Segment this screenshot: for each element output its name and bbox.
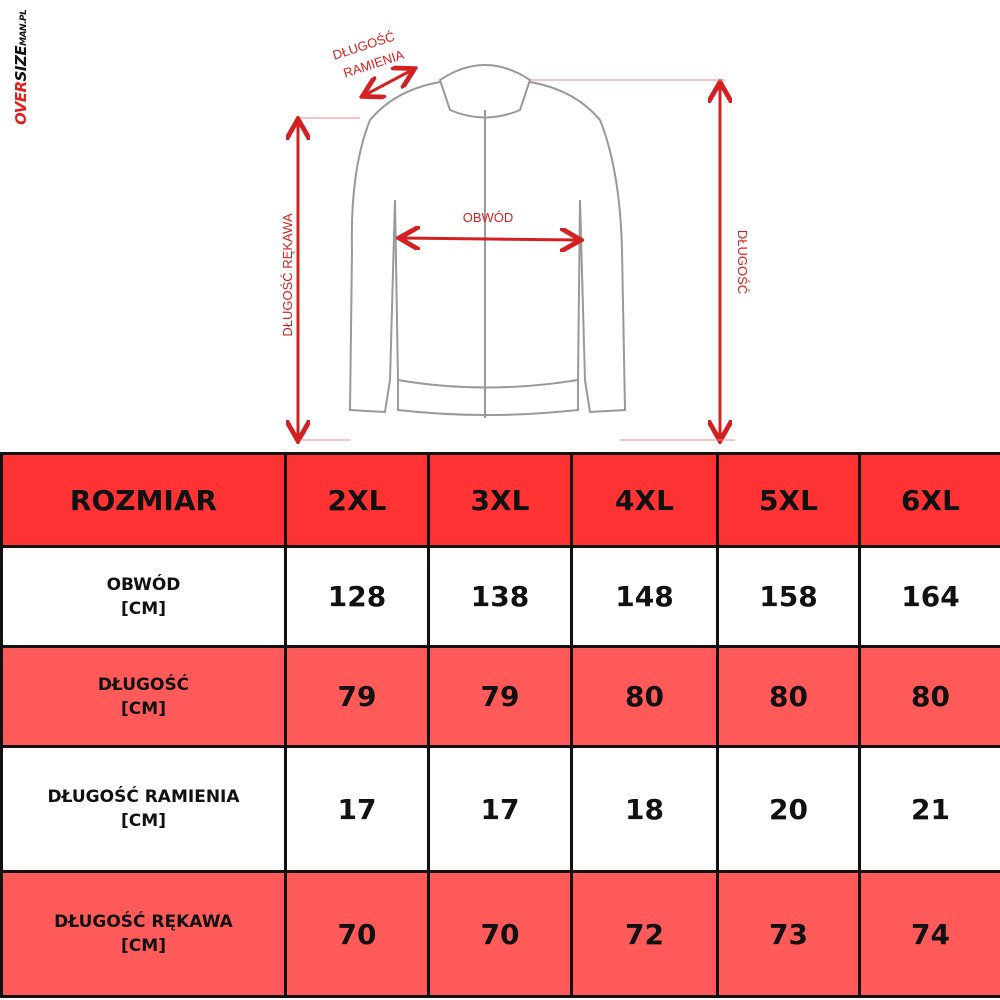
table-row: DŁUGOŚĆ [CM] 79 79 80 80 80 <box>0 645 1000 748</box>
value-cell: 70 <box>427 870 573 998</box>
value-cell: 18 <box>570 745 719 873</box>
value-cell: 17 <box>427 745 573 873</box>
sleeve-label: DŁUGOŚĆ RĘKAWA <box>280 213 295 337</box>
value-cell: 74 <box>858 870 1000 998</box>
measure-unit: [CM] <box>121 598 166 619</box>
value-cell: 138 <box>427 545 573 648</box>
length-label: DŁUGOŚĆ <box>735 230 750 294</box>
chest-label: OBWÓD <box>463 210 514 225</box>
value-cell: 80 <box>716 645 861 748</box>
measure-name-cell: DŁUGOŚĆ [CM] <box>0 645 287 748</box>
value-cell: 80 <box>570 645 719 748</box>
table-row: DŁUGOŚĆ RĘKAWA [CM] 70 70 72 73 74 <box>0 870 1000 998</box>
header-cell: 5XL <box>716 452 861 548</box>
measure-name-cell: DŁUGOŚĆ RAMIENIA [CM] <box>0 745 287 873</box>
jacket-diagram: DŁUGOŚĆ RAMIENIA OBWÓD DŁUGOŚĆ DŁUGOŚĆ R… <box>280 29 750 450</box>
header-cell: 2XL <box>284 452 430 548</box>
header-cell: 6XL <box>858 452 1000 548</box>
value-cell: 148 <box>570 545 719 648</box>
jacket-outline <box>348 64 627 418</box>
value-cell: 80 <box>858 645 1000 748</box>
table-row: DŁUGOŚĆ RAMIENIA [CM] 17 17 18 20 21 <box>0 745 1000 873</box>
header-cell: ROZMIAR <box>0 452 287 548</box>
value-cell: 128 <box>284 545 430 648</box>
measure-name-cell: OBWÓD [CM] <box>0 545 287 648</box>
chest-arrow <box>402 238 578 240</box>
value-cell: 158 <box>716 545 861 648</box>
measure-name: DŁUGOŚĆ <box>97 674 190 695</box>
value-cell: 70 <box>284 870 430 998</box>
value-cell: 17 <box>284 745 430 873</box>
measure-unit: [CM] <box>121 811 166 831</box>
value-cell: 73 <box>716 870 861 998</box>
measure-unit: [CM] <box>121 698 166 719</box>
table-row: OBWÓD [CM] 128 138 148 158 164 <box>0 545 1000 648</box>
size-table: ROZMIAR 2XL 3XL 4XL 5XL 6XL OBWÓD [CM] 128… <box>0 452 1000 998</box>
shoulder-arrow <box>365 70 412 95</box>
measure-unit: [CM] <box>121 936 166 956</box>
header-row: ROZMIAR 2XL 3XL 4XL 5XL 6XL <box>0 452 1000 548</box>
header-cell: 4XL <box>570 452 719 548</box>
value-cell: 164 <box>858 545 1000 648</box>
measure-name: DŁUGOŚĆ RĘKAWA <box>54 912 233 932</box>
header-cell: 3XL <box>427 452 573 548</box>
value-cell: 72 <box>570 870 719 998</box>
measure-name: OBWÓD <box>106 574 181 595</box>
value-cell: 79 <box>284 645 430 748</box>
value-cell: 21 <box>858 745 1000 873</box>
measure-name-cell: DŁUGOŚĆ RĘKAWA [CM] <box>0 870 287 998</box>
value-cell: 20 <box>716 745 861 873</box>
value-cell: 79 <box>427 645 573 748</box>
measure-name: DŁUGOŚĆ RAMIENIA <box>47 787 240 807</box>
